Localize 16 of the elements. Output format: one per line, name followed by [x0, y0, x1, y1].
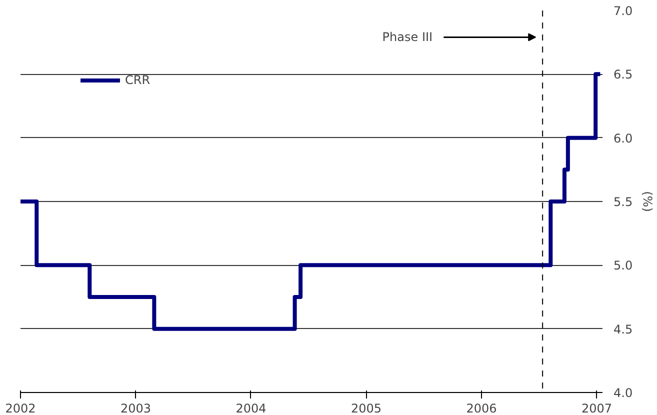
legend-label: CRR — [125, 73, 150, 87]
y-axis-title: (%) — [640, 191, 655, 212]
y-tick-label: 4.0 — [614, 386, 633, 400]
y-tick-label: 4.5 — [614, 322, 633, 336]
y-tick-label: 6.0 — [614, 131, 633, 146]
y-tick-label: 7.0 — [614, 4, 633, 18]
x-tick-label: 2006 — [466, 402, 497, 415]
x-tick-label: 2003 — [120, 402, 152, 415]
y-tick-label: 5.0 — [614, 258, 633, 273]
x-tick-label: 2002 — [5, 402, 36, 415]
y-tick-label: 6.5 — [614, 68, 633, 82]
x-tick-label: 2005 — [350, 402, 382, 415]
x-tick-label: 2004 — [236, 402, 266, 415]
x-tick-label: 2007 — [581, 402, 612, 415]
y-tick-label: 5.5 — [614, 195, 633, 209]
annotation: Phase III — [382, 30, 433, 44]
